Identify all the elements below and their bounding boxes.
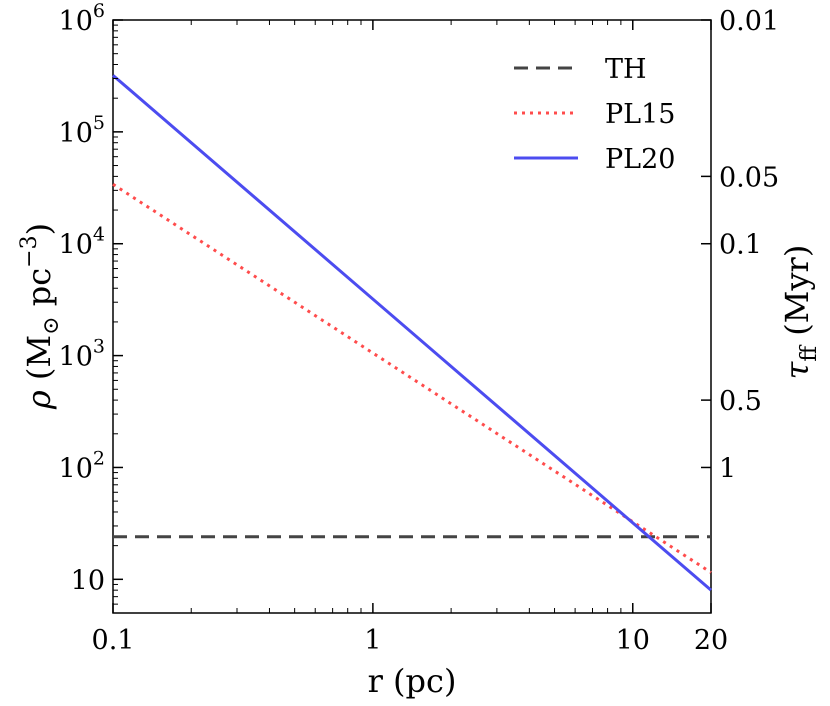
right-y-axis-title-unit: (Myr) (778, 245, 816, 346)
y-tick-label: 106 (59, 0, 105, 37)
right-y-axis-title: τff (Myr) (778, 245, 822, 380)
series-line-pl20 (112, 74, 712, 592)
left-y-axis-title-close: ) (20, 223, 58, 235)
left-y-axis-title-exp: −3 (17, 235, 42, 267)
y-tick-label: 103 (59, 336, 105, 373)
left-y-axis-title-unit: (M (20, 335, 58, 380)
series-layer (112, 74, 712, 592)
x-tick-label: 1 (364, 625, 381, 656)
plot-area-frame (112, 19, 712, 614)
y-tick-label: 104 (59, 224, 105, 261)
right-y-tick-label: 0.1 (719, 230, 762, 261)
right-y-tick-label: 0.05 (719, 162, 779, 193)
left-y-axis-ticks: 10 102 103 104 105 106 (59, 0, 123, 614)
y-tick-label: 102 (59, 447, 105, 484)
x-axis-title: r (pc) (368, 662, 457, 700)
right-y-tick-label: 0.01 (719, 6, 779, 37)
right-y-tick-label: 0.5 (719, 386, 762, 417)
x-tick-label: 0.1 (92, 625, 135, 656)
right-y-axis-ticks: 0.01 0.05 0.1 0.5 1 (701, 6, 779, 484)
legend-label-pl20: PL20 (605, 144, 675, 175)
legend-label-th: TH (605, 54, 647, 85)
series-line-pl15 (112, 183, 712, 574)
right-y-axis-title-tau: τ (778, 360, 816, 379)
left-y-axis-title-rho: ρ (20, 390, 58, 410)
left-y-axis-title-pc: pc (20, 268, 58, 317)
left-y-axis-title-sun: ⊙ (39, 316, 64, 334)
right-y-tick-label: 1 (719, 453, 736, 484)
y-tick-label: 105 (59, 112, 105, 149)
legend-label-pl15: PL15 (605, 99, 675, 130)
left-y-axis-title: ρ (M⊙ pc−3) (17, 223, 64, 410)
x-tick-label: 10 (616, 625, 650, 656)
right-y-axis-title-sub: ff (797, 345, 822, 362)
x-tick-label: 20 (694, 625, 728, 656)
legend: TH PL15 PL20 (514, 54, 675, 175)
y-tick-label: 10 (71, 565, 105, 596)
